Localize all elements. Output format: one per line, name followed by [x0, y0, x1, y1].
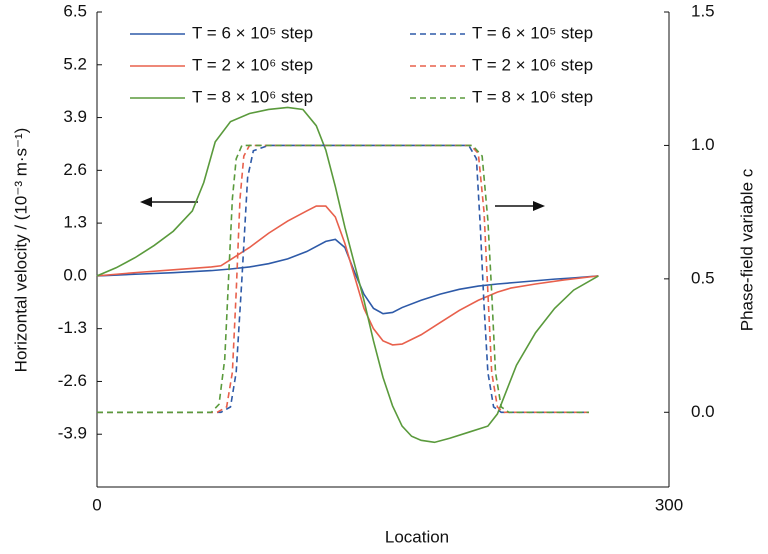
series-line [96, 106, 599, 444]
legend-label: T = 8 × 10⁶ step [192, 87, 313, 106]
x-tick-label: 0 [92, 495, 101, 514]
y-tick-label: 0.0 [63, 265, 87, 284]
series-line [97, 144, 589, 414]
x-axis-label: Location [385, 527, 449, 546]
y2-tick-label: 1.0 [691, 135, 715, 154]
series-line [97, 144, 589, 414]
x-tick-label: 300 [655, 495, 683, 514]
y-tick-label: -3.9 [58, 424, 87, 443]
y2-tick-label: 0.0 [691, 402, 715, 421]
legend-label: T = 6 × 10⁵ step [472, 23, 593, 42]
legend-label: T = 2 × 10⁶ step [192, 55, 313, 74]
y2-tick-label: 0.5 [691, 268, 715, 287]
y-tick-label: 6.5 [63, 1, 87, 20]
y-tick-label: 5.2 [63, 54, 87, 73]
y-tick-label: -1.3 [58, 318, 87, 337]
y-tick-label: 2.6 [63, 160, 87, 179]
y-tick-label: -2.6 [58, 371, 87, 390]
left-arrow [140, 197, 198, 207]
series-line [96, 205, 599, 346]
y2-tick-label: 1.5 [691, 1, 715, 20]
series-line [97, 144, 589, 414]
right-arrow [495, 201, 545, 211]
y-tick-label: 3.9 [63, 107, 87, 126]
y-tick-label: 1.3 [63, 213, 87, 232]
legend-label: T = 6 × 10⁵ step [192, 23, 313, 42]
series-line [96, 238, 599, 315]
y2-axis-label: Phase-field variable c [737, 168, 756, 331]
legend-label: T = 8 × 10⁶ step [472, 87, 593, 106]
y-axis-label: Horizontal velocity / (10⁻³ m·s⁻¹) [11, 128, 30, 373]
legend-label: T = 2 × 10⁶ step [472, 55, 593, 74]
